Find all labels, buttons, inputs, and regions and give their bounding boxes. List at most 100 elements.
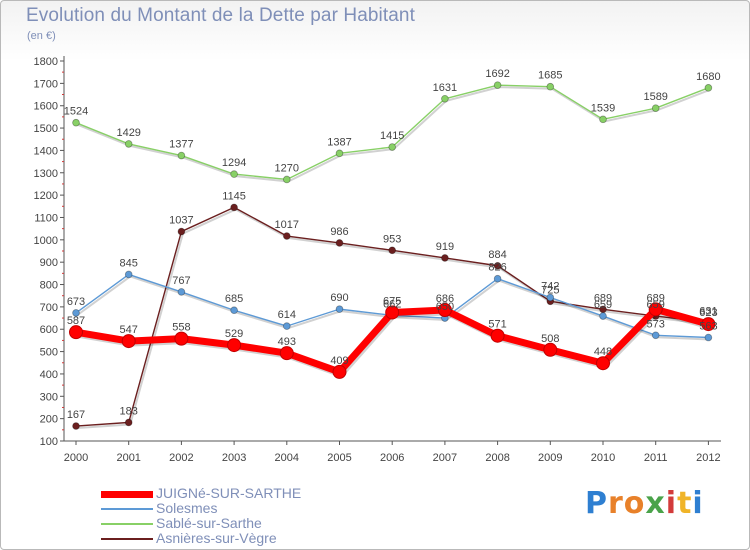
data-label: 529 bbox=[225, 328, 243, 340]
data-point bbox=[648, 302, 663, 317]
data-label: 826 bbox=[488, 262, 506, 274]
data-label: 558 bbox=[172, 322, 190, 334]
data-point bbox=[69, 325, 83, 340]
data-label: 563 bbox=[699, 321, 717, 333]
data-label: 631 bbox=[699, 305, 717, 317]
data-label: 1524 bbox=[64, 106, 88, 118]
data-point bbox=[543, 342, 558, 357]
data-label: 685 bbox=[225, 293, 243, 305]
data-point bbox=[651, 331, 660, 340]
legend-swatch bbox=[101, 490, 153, 498]
data-point bbox=[230, 170, 238, 178]
legend-label: Solesmes bbox=[156, 500, 218, 516]
x-tick-label: 2002 bbox=[169, 452, 193, 464]
y-tick-label: 300 bbox=[40, 391, 58, 403]
x-tick-label: 2009 bbox=[538, 452, 562, 464]
data-point bbox=[493, 81, 502, 89]
data-label: 1685 bbox=[538, 70, 562, 82]
y-tick-label: 1600 bbox=[34, 101, 58, 113]
brand-letter: t bbox=[677, 486, 693, 521]
y-tick-label: 400 bbox=[40, 369, 58, 381]
y-tick-label: 1800 bbox=[34, 56, 58, 68]
data-label: 1692 bbox=[485, 68, 509, 80]
data-labels-layer: 167 1831037114510179869539198847256896596… bbox=[64, 68, 721, 421]
data-point bbox=[282, 175, 291, 184]
data-point bbox=[388, 143, 397, 151]
y-tick-label: 700 bbox=[40, 302, 58, 314]
data-label: 662 bbox=[383, 298, 401, 310]
data-point bbox=[493, 261, 502, 270]
data-label: 689 bbox=[647, 292, 665, 304]
y-tick-label: 1400 bbox=[34, 145, 58, 157]
data-point bbox=[279, 346, 294, 361]
data-label: 725 bbox=[541, 284, 559, 296]
data-label: 884 bbox=[488, 249, 506, 261]
data-point bbox=[177, 227, 186, 236]
series-juigne-sur-sarthe bbox=[69, 302, 716, 379]
data-label: 689 bbox=[594, 292, 612, 304]
data-point bbox=[441, 94, 449, 103]
brand-letter: P bbox=[585, 486, 608, 521]
chart-subtitle: (en €) bbox=[27, 30, 56, 42]
data-label: 623 bbox=[699, 307, 717, 319]
data-point bbox=[124, 140, 133, 148]
data-label: 1631 bbox=[433, 82, 457, 94]
data-label: 1387 bbox=[327, 136, 351, 148]
data-label: 183 bbox=[120, 405, 138, 417]
data-point bbox=[230, 306, 238, 315]
legend-swatch bbox=[101, 538, 153, 540]
brand-letter: i bbox=[692, 486, 704, 521]
data-point bbox=[72, 309, 80, 317]
data-label: 675 bbox=[383, 295, 401, 307]
data-point bbox=[335, 149, 344, 158]
legend-label: Sablé-sur-Sarthe bbox=[156, 515, 262, 531]
data-point bbox=[596, 356, 610, 371]
data-point bbox=[599, 312, 607, 320]
data-label: 409 bbox=[330, 355, 348, 367]
legend-label: Asnières-sur-Vègre bbox=[156, 530, 277, 546]
x-tick-label: 2012 bbox=[696, 452, 720, 464]
data-label: 1377 bbox=[169, 139, 193, 151]
data-point bbox=[72, 118, 80, 127]
data-point bbox=[704, 333, 713, 342]
data-point bbox=[121, 334, 136, 349]
data-label: 919 bbox=[436, 241, 454, 253]
data-label: 1680 bbox=[696, 71, 720, 83]
y-tick-label: 600 bbox=[40, 324, 58, 336]
data-label: 659 bbox=[647, 299, 665, 311]
x-tick-label: 2005 bbox=[327, 452, 351, 464]
data-point bbox=[335, 239, 344, 247]
data-label: 1539 bbox=[591, 102, 615, 114]
data-point bbox=[437, 303, 452, 318]
chart-axes: 100 200 300 400 500 600 700 800 900 1000 1100 1200 1… bbox=[34, 56, 721, 464]
legend-label: JUIGNé-SUR-SARTHE bbox=[156, 485, 302, 501]
x-tick-label: 2008 bbox=[485, 452, 509, 464]
data-label: 690 bbox=[330, 292, 348, 304]
data-point bbox=[385, 305, 400, 320]
data-point bbox=[124, 270, 133, 279]
data-point bbox=[388, 246, 397, 255]
brand-letter: r bbox=[608, 486, 624, 521]
data-label: 508 bbox=[541, 333, 559, 345]
x-tick-label: 2003 bbox=[222, 452, 246, 464]
data-point bbox=[174, 331, 189, 346]
data-label: 1429 bbox=[116, 127, 140, 139]
data-label: 571 bbox=[488, 319, 506, 331]
y-tick-label: 1500 bbox=[34, 123, 58, 135]
data-point bbox=[282, 322, 291, 330]
x-tick-label: 2000 bbox=[64, 452, 88, 464]
y-tick-label: 1100 bbox=[34, 212, 58, 224]
data-point bbox=[335, 305, 344, 313]
data-point bbox=[490, 328, 505, 343]
data-point bbox=[546, 293, 555, 302]
x-tick-label: 2004 bbox=[275, 452, 299, 464]
x-tick-label: 2011 bbox=[644, 452, 668, 464]
brand-logo: Proxiti bbox=[585, 486, 704, 521]
series-sable-sur-sarthe bbox=[72, 81, 713, 184]
data-label: 1145 bbox=[222, 190, 246, 202]
data-label: 167 bbox=[67, 409, 85, 421]
y-tick-label: 200 bbox=[40, 414, 58, 426]
data-label: 986 bbox=[330, 226, 348, 238]
data-label: 1017 bbox=[275, 219, 299, 231]
